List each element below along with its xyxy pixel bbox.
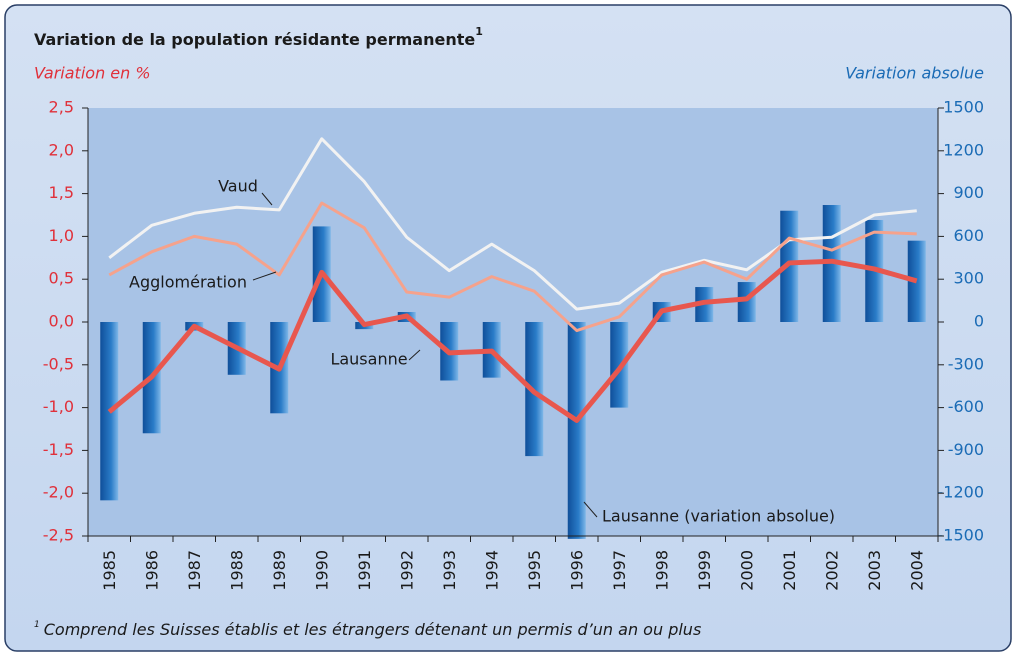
x-tick-label: 1985 — [100, 550, 119, 591]
footnote-marker: 1 — [34, 620, 40, 630]
y2-tick-label: -300 — [948, 354, 984, 373]
bar — [737, 282, 756, 322]
leader-lausanne — [408, 349, 421, 361]
x-tick-label: 2000 — [737, 550, 756, 591]
x-tick-label: 1993 — [440, 550, 459, 591]
y-tick-label: 1,0 — [49, 226, 74, 245]
y2-tick-label: -600 — [948, 397, 984, 416]
x-tick-label: 1995 — [525, 550, 544, 591]
y2-tick-label: 1500 — [943, 98, 984, 117]
leader-agglo — [252, 271, 277, 281]
x-tick-label: 2002 — [822, 550, 841, 591]
y2-tick-label: 600 — [953, 226, 984, 245]
y-tick-label: 0,5 — [49, 269, 74, 288]
line — [108, 201, 917, 333]
leader-lausanne-abs — [583, 501, 598, 518]
bar — [610, 322, 629, 408]
line — [107, 258, 918, 423]
bar — [907, 240, 926, 322]
y-tick-label: 1,5 — [49, 183, 74, 202]
y-tick-label: -0,5 — [43, 354, 74, 373]
x-tick-label: 1996 — [567, 550, 586, 591]
y2-axis-label: Variation absolue — [845, 64, 984, 83]
x-tick-label: 1997 — [610, 550, 629, 591]
x-tick-label: 1987 — [185, 550, 204, 591]
y2-tick-label: -900 — [948, 440, 984, 459]
title-marker: 1 — [475, 25, 483, 38]
title-text: Variation de la population résidante per… — [34, 30, 475, 49]
x-tick-label: 1989 — [270, 550, 289, 591]
y-tick-label: 0,0 — [49, 312, 74, 331]
x-tick-label: 2001 — [780, 550, 799, 591]
footnote: 1 Comprend les Suisses établis et les étr… — [34, 620, 701, 639]
x-tick-label: 1986 — [142, 550, 161, 591]
x-tick-label: 1992 — [397, 550, 416, 591]
y-tick-label: -1,0 — [43, 397, 74, 416]
y2-tick-label: -1500 — [938, 526, 985, 545]
chart-title: Variation de la population résidante per… — [34, 25, 483, 49]
x-tick-label: 2004 — [907, 550, 926, 591]
footnote-text: Comprend les Suisses établis et les étra… — [44, 620, 702, 639]
x-tick-label: 2003 — [865, 550, 884, 591]
y-axis-label: Variation en % — [34, 64, 151, 83]
y2-tick-label: 1200 — [943, 140, 984, 159]
x-tick-label: 1991 — [355, 550, 374, 591]
x-tick-label: 1994 — [482, 550, 501, 591]
leader-lines — [252, 192, 598, 518]
y-tick-label: -2,5 — [43, 526, 74, 545]
series-label: Agglomération — [129, 273, 247, 292]
y-tick-label: -1,5 — [43, 440, 74, 459]
x-tick-label: 1999 — [695, 550, 714, 591]
series-label: Vaud — [218, 177, 258, 196]
bar — [567, 322, 586, 539]
plot-layer — [100, 137, 926, 539]
y-tick-label: -2,0 — [43, 483, 74, 502]
series-label: Lausanne — [330, 350, 407, 369]
y2-tick-label: 900 — [953, 183, 984, 202]
leader-vaud — [261, 192, 273, 206]
x-tick-label: 1988 — [227, 550, 246, 591]
y-tick-label: 2,5 — [49, 98, 74, 117]
x-tick-label: 1998 — [652, 550, 671, 591]
x-tick-label: 1990 — [312, 550, 331, 591]
plot-area — [88, 108, 938, 536]
y-tick-label: 2,0 — [49, 140, 74, 159]
y2-tick-label: -1200 — [938, 483, 985, 502]
y2-tick-label: 0 — [974, 312, 984, 331]
y2-tick-label: 300 — [953, 269, 984, 288]
series-label: Lausanne (variation absolue) — [602, 507, 835, 526]
